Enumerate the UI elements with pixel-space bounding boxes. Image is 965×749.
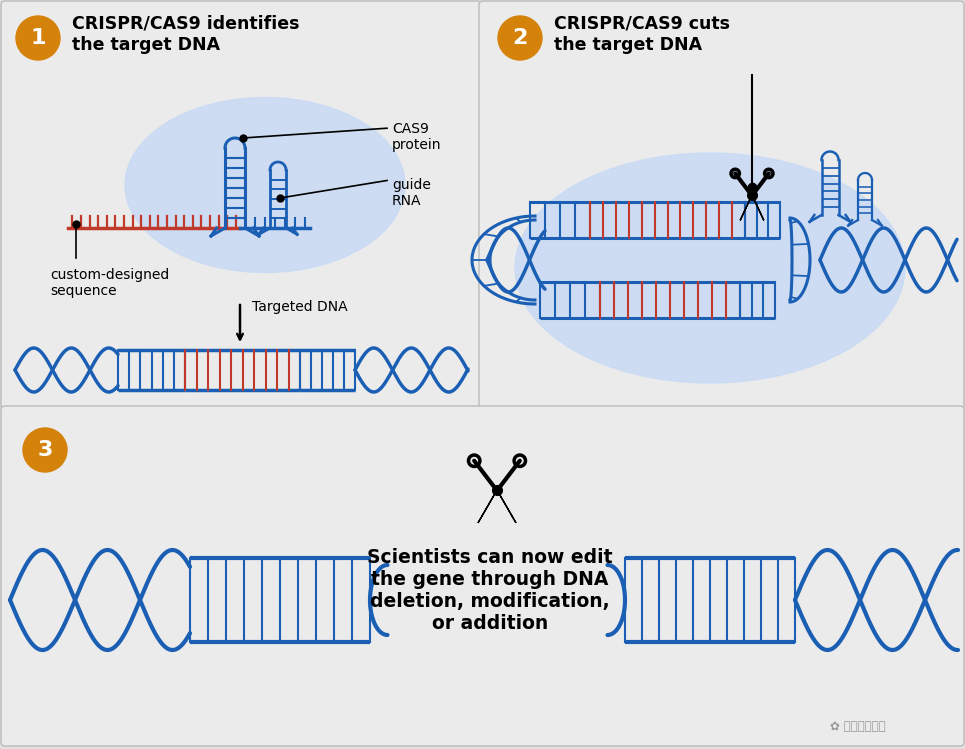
Text: Targeted DNA: Targeted DNA bbox=[252, 300, 347, 314]
Text: CRISPR/CAS9 identifies
the target DNA: CRISPR/CAS9 identifies the target DNA bbox=[72, 15, 299, 54]
Ellipse shape bbox=[125, 97, 405, 273]
Text: 1: 1 bbox=[30, 28, 45, 48]
Text: guide
RNA: guide RNA bbox=[392, 178, 431, 208]
Ellipse shape bbox=[515, 153, 905, 383]
Circle shape bbox=[16, 16, 60, 60]
FancyBboxPatch shape bbox=[1, 1, 481, 409]
Polygon shape bbox=[497, 490, 516, 523]
Text: custom-designed
sequence: custom-designed sequence bbox=[50, 268, 169, 298]
Circle shape bbox=[23, 428, 67, 472]
FancyBboxPatch shape bbox=[479, 1, 964, 409]
Polygon shape bbox=[752, 195, 764, 220]
Text: 2: 2 bbox=[512, 28, 528, 48]
Circle shape bbox=[498, 16, 542, 60]
Text: CAS9
protein: CAS9 protein bbox=[392, 122, 442, 152]
FancyBboxPatch shape bbox=[1, 406, 964, 746]
Text: CRISPR/CAS9 cuts
the target DNA: CRISPR/CAS9 cuts the target DNA bbox=[554, 15, 730, 54]
Text: Scientists can now edit
the gene through DNA
deletion, modification,
or addition: Scientists can now edit the gene through… bbox=[368, 548, 613, 633]
Text: ✿ 国防科技要闻: ✿ 国防科技要闻 bbox=[830, 720, 886, 733]
Polygon shape bbox=[740, 195, 752, 220]
Text: 3: 3 bbox=[38, 440, 53, 460]
Polygon shape bbox=[478, 490, 497, 523]
